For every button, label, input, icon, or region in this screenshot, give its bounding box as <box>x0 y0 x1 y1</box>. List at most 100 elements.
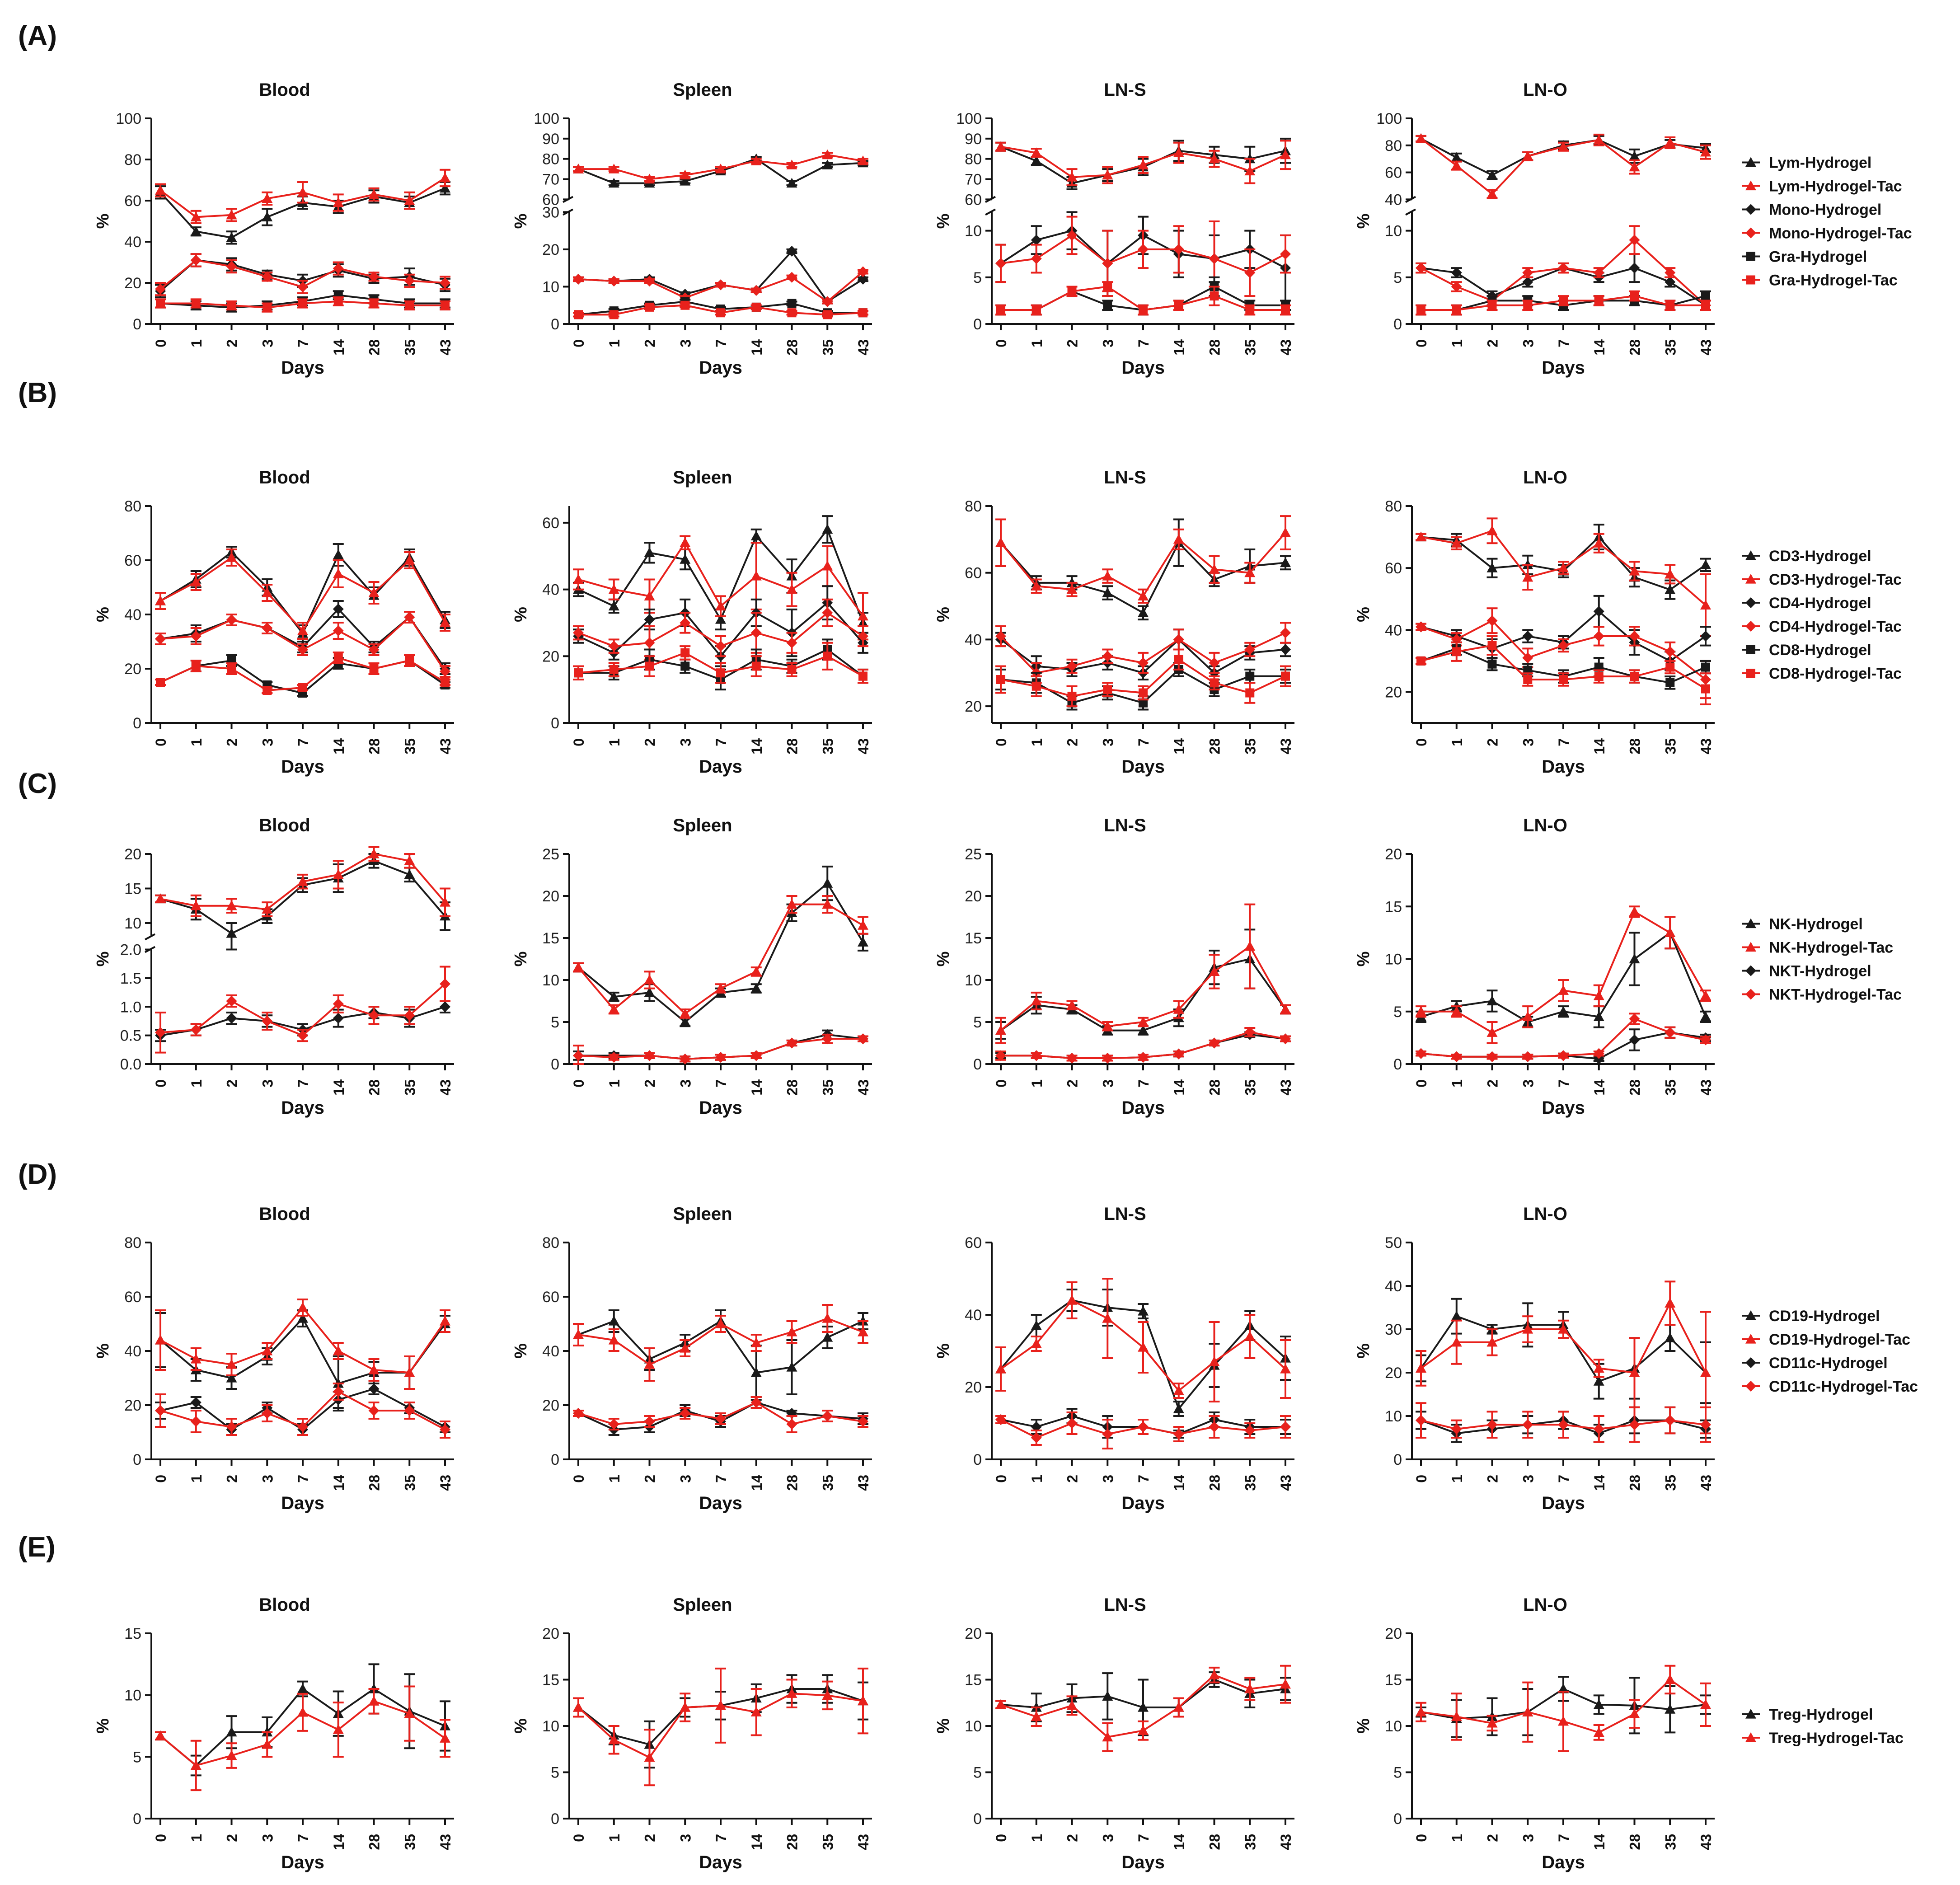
data-point <box>1522 277 1533 288</box>
series-cd3-hydrogel-tac <box>155 549 450 640</box>
data-point <box>404 195 415 205</box>
data-point <box>1280 527 1291 537</box>
data-point <box>1665 277 1676 288</box>
y-tick-label: 100 <box>956 110 982 127</box>
x-tick-label: 7 <box>1135 339 1152 347</box>
data-point <box>1416 1415 1426 1426</box>
y-tick-label: 10 <box>124 915 141 932</box>
chart-d-ln-s: LN-S 0 20 40 60% 0 1 2 3 7 14 28 35 43 Days <box>934 1204 1294 1513</box>
data-point <box>1700 1367 1711 1377</box>
data-point <box>1701 300 1710 310</box>
data-point <box>1031 155 1042 165</box>
data-point <box>1522 572 1533 582</box>
x-tick-label: 35 <box>1662 738 1679 755</box>
data-point <box>1701 662 1710 672</box>
data-point <box>858 920 868 930</box>
data-point <box>680 661 690 671</box>
data-point <box>1451 152 1462 162</box>
series-line <box>160 556 446 633</box>
data-point <box>404 555 415 565</box>
data-point <box>1665 584 1676 594</box>
data-point <box>750 1367 762 1377</box>
data-point <box>1700 631 1711 642</box>
axis-break-mark <box>985 208 996 216</box>
x-tick-label: 28 <box>1627 1834 1643 1850</box>
data-point <box>1102 1731 1113 1742</box>
x-tick-label: 7 <box>295 1079 311 1088</box>
data-point <box>1031 1711 1042 1721</box>
series-nkt-hydrogel-tac <box>1416 1013 1711 1062</box>
data-point <box>368 1696 380 1706</box>
y-tick-label: 10 <box>542 278 559 295</box>
data-point <box>1139 698 1148 708</box>
data-point <box>786 246 797 257</box>
x-tick-label: 35 <box>1242 1834 1258 1850</box>
data-point <box>333 568 344 578</box>
y-tick-label: 20 <box>542 1625 559 1642</box>
data-point <box>156 678 165 687</box>
data-point <box>680 1017 691 1027</box>
series-treg-hydrogel-tac <box>1416 1665 1711 1752</box>
x-tick-label: 28 <box>1627 738 1643 755</box>
x-tick-label: 2 <box>224 738 240 746</box>
data-point <box>750 1397 762 1408</box>
legend-marker <box>1745 1310 1756 1320</box>
y-tick-label: 60 <box>965 1234 982 1252</box>
x-tick-label: 14 <box>749 339 765 356</box>
x-tick-label: 2 <box>1485 1834 1501 1842</box>
series-cd19-hydrogel-tac <box>573 1304 868 1382</box>
data-point <box>1173 1004 1184 1014</box>
data-point <box>1665 137 1676 147</box>
data-point <box>996 675 1005 684</box>
x-tick-label: 43 <box>855 339 872 356</box>
data-point <box>1102 1021 1113 1031</box>
series-mono-hydrogel-tac <box>995 216 1291 297</box>
y-tick-label: 20 <box>1385 684 1402 701</box>
data-point <box>786 1419 797 1430</box>
data-point <box>1593 1423 1604 1435</box>
chart-title: LN-O <box>1523 816 1567 835</box>
data-point <box>190 1416 202 1427</box>
data-point <box>1244 165 1256 176</box>
x-tick-label: 28 <box>784 738 801 755</box>
data-point <box>1280 249 1291 260</box>
x-tick-label: 43 <box>1278 1079 1294 1096</box>
data-point <box>368 587 380 597</box>
x-tick-label: 0 <box>993 738 1009 746</box>
data-point <box>404 1010 415 1021</box>
data-point <box>1209 153 1220 164</box>
data-point <box>1066 1418 1078 1429</box>
y-axis-label: % <box>94 607 113 622</box>
legend-label: CD8-Hydrogel <box>1769 642 1871 659</box>
data-point <box>1209 1669 1220 1679</box>
x-tick-label: 0 <box>993 1079 1009 1088</box>
data-point <box>1244 567 1256 577</box>
data-point <box>608 600 619 611</box>
data-point <box>440 183 450 193</box>
data-point <box>190 577 202 586</box>
x-tick-label: 28 <box>366 1079 383 1096</box>
data-point <box>858 266 868 277</box>
data-point <box>1558 563 1569 572</box>
data-point <box>1522 267 1533 278</box>
data-point <box>1629 1034 1640 1046</box>
data-point <box>1593 1699 1604 1709</box>
y-tick-label: 0 <box>551 316 559 333</box>
chart-title: Spleen <box>673 80 732 100</box>
data-point <box>680 648 690 657</box>
y-tick-label: 5 <box>973 1014 982 1031</box>
data-point <box>716 668 725 678</box>
x-tick-label: 2 <box>1064 1834 1081 1842</box>
data-point <box>298 299 307 308</box>
data-point <box>297 1030 308 1041</box>
chart-title: Spleen <box>673 468 732 488</box>
x-tick-label: 1 <box>1449 738 1465 746</box>
data-point <box>1486 615 1498 626</box>
data-point <box>1280 1004 1291 1014</box>
series-cd3-hydrogel <box>995 518 1291 621</box>
x-tick-label: 28 <box>1207 1079 1223 1096</box>
data-point <box>995 258 1006 269</box>
data-point <box>368 644 380 655</box>
data-point <box>1522 150 1533 161</box>
x-axis-label: Days <box>1121 1098 1165 1118</box>
